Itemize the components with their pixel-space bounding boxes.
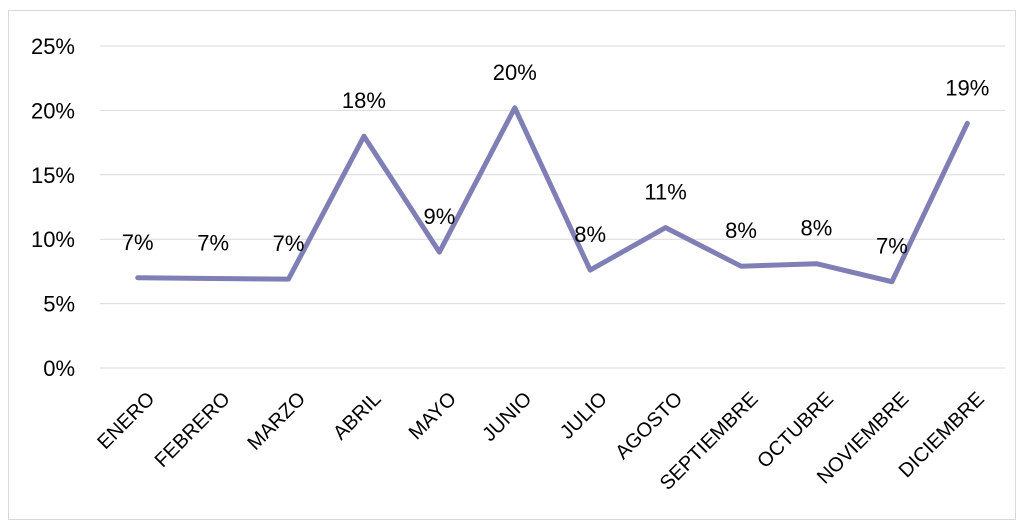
y-tick-label: 20% (31, 98, 75, 123)
data-label: 8% (574, 222, 606, 247)
x-tick-label: MARZO (243, 388, 310, 455)
x-tick-label: JULIO (556, 388, 612, 444)
data-label: 9% (423, 204, 455, 229)
data-label: 18% (342, 88, 386, 113)
data-labels: 7% 7% 7% 18% 9% 20% 8% 11% 8% 8% 7% 19% (122, 60, 990, 259)
y-axis-ticks: 0% 5% 10% 15% 20% 25% (31, 34, 75, 381)
x-tick-label: AGOSTO (611, 388, 687, 464)
y-tick-label: 15% (31, 163, 75, 188)
y-tick-label: 25% (31, 34, 75, 59)
data-label: 7% (876, 234, 908, 259)
x-tick-label: ENERO (93, 388, 159, 454)
x-tick-label: ABRIL (329, 388, 385, 444)
y-tick-label: 5% (43, 292, 75, 317)
x-tick-label: JUNIO (478, 388, 536, 446)
x-tick-label: FEBRERO (151, 388, 235, 472)
y-tick-label: 0% (43, 356, 75, 381)
series-line-group (135, 105, 970, 285)
data-label: 7% (122, 230, 154, 255)
series-line (135, 105, 970, 285)
chart-frame (8, 10, 1016, 520)
data-label: 8% (725, 218, 757, 243)
x-tick-label: MAYO (405, 388, 461, 444)
y-tick-label: 10% (31, 227, 75, 252)
data-label: 19% (945, 75, 989, 100)
data-label: 7% (273, 231, 305, 256)
gridlines (100, 45, 1005, 369)
data-label: 7% (197, 230, 229, 255)
data-label: 8% (801, 216, 833, 241)
data-label: 20% (493, 60, 537, 85)
data-label: 11% (644, 180, 686, 205)
